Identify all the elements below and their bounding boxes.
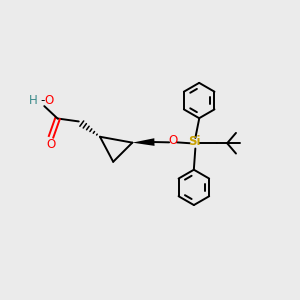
Text: O: O [46,138,56,151]
Polygon shape [132,138,154,146]
Text: -: - [40,94,45,107]
Text: O: O [44,94,54,107]
Text: Si: Si [188,135,201,148]
Text: H: H [29,94,38,107]
Text: O: O [168,134,178,147]
